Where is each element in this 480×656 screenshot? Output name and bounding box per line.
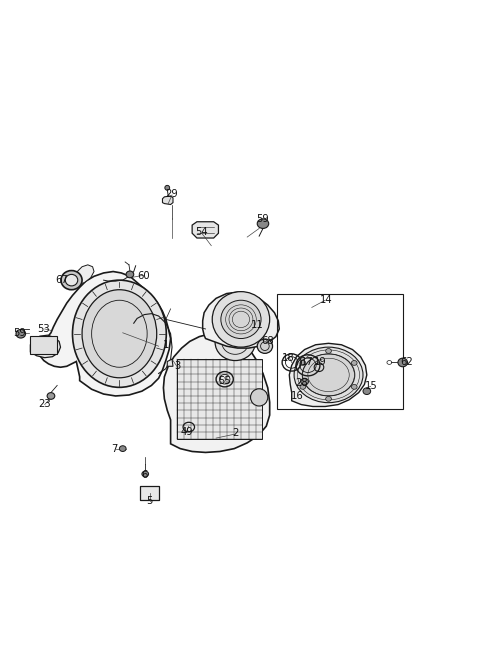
- Text: 59: 59: [13, 328, 26, 338]
- Bar: [30, 336, 57, 354]
- Text: 1: 1: [163, 340, 169, 350]
- Text: 19: 19: [314, 356, 327, 367]
- Polygon shape: [30, 335, 60, 358]
- Ellipse shape: [16, 329, 25, 338]
- Ellipse shape: [300, 384, 306, 389]
- Text: 11: 11: [252, 319, 264, 330]
- Bar: [141, 486, 158, 501]
- Ellipse shape: [61, 270, 82, 290]
- Text: 55: 55: [218, 376, 231, 386]
- Ellipse shape: [120, 445, 126, 451]
- Ellipse shape: [351, 361, 357, 365]
- Ellipse shape: [251, 389, 268, 406]
- Ellipse shape: [300, 361, 306, 365]
- Ellipse shape: [215, 324, 255, 361]
- Ellipse shape: [47, 392, 55, 400]
- Text: 17: 17: [300, 356, 313, 367]
- Text: 14: 14: [320, 295, 333, 305]
- Text: 15: 15: [365, 381, 378, 392]
- Text: 7: 7: [111, 443, 118, 453]
- Text: 28: 28: [295, 378, 308, 388]
- Text: 3: 3: [175, 361, 181, 371]
- Ellipse shape: [82, 290, 157, 378]
- Text: 60: 60: [137, 272, 150, 281]
- Bar: [277, 295, 403, 409]
- Ellipse shape: [398, 358, 408, 367]
- Text: 54: 54: [195, 227, 208, 237]
- Polygon shape: [163, 334, 270, 453]
- Polygon shape: [177, 359, 262, 439]
- Polygon shape: [289, 343, 367, 407]
- Ellipse shape: [325, 396, 331, 401]
- Text: 16: 16: [291, 391, 304, 401]
- Ellipse shape: [294, 347, 363, 403]
- Ellipse shape: [72, 280, 166, 387]
- Text: 62: 62: [400, 358, 413, 367]
- Ellipse shape: [351, 384, 357, 389]
- Ellipse shape: [126, 271, 134, 277]
- Text: 49: 49: [180, 427, 192, 437]
- Ellipse shape: [257, 219, 269, 228]
- Polygon shape: [72, 265, 94, 286]
- Ellipse shape: [363, 388, 371, 394]
- Text: 59: 59: [257, 214, 269, 224]
- Text: 29: 29: [166, 189, 179, 199]
- Text: 53: 53: [37, 324, 50, 334]
- Ellipse shape: [65, 274, 78, 286]
- Ellipse shape: [165, 186, 169, 190]
- Ellipse shape: [212, 292, 270, 347]
- Text: 2: 2: [232, 428, 239, 438]
- Polygon shape: [203, 292, 279, 348]
- Polygon shape: [39, 272, 170, 396]
- Polygon shape: [192, 222, 218, 238]
- Ellipse shape: [301, 379, 309, 385]
- Text: 23: 23: [38, 399, 51, 409]
- Text: 18: 18: [282, 353, 294, 363]
- Text: 68: 68: [262, 337, 274, 346]
- Ellipse shape: [302, 354, 355, 396]
- Ellipse shape: [142, 471, 149, 477]
- Ellipse shape: [221, 300, 261, 338]
- Polygon shape: [162, 196, 173, 205]
- Polygon shape: [167, 359, 173, 366]
- Ellipse shape: [325, 348, 331, 354]
- Text: 67: 67: [56, 275, 68, 285]
- Text: 5: 5: [146, 496, 152, 506]
- Text: 6: 6: [141, 470, 147, 480]
- Ellipse shape: [257, 339, 273, 354]
